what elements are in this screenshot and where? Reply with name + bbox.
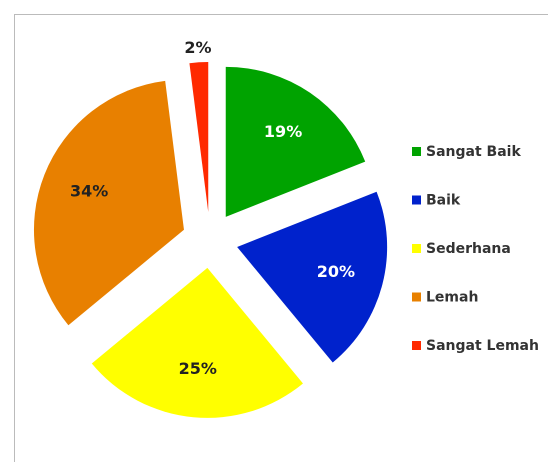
data-label: 20% [317, 262, 355, 281]
data-label: 19% [264, 122, 302, 141]
legend-label: Baik [426, 193, 461, 209]
data-label: 25% [179, 359, 217, 378]
data-label: 34% [70, 182, 108, 201]
pie-slice [225, 66, 366, 217]
pie-slice [189, 62, 209, 213]
legend-label: Lemah [426, 290, 478, 306]
pie-slice [33, 80, 184, 326]
legend-label: Sangat Baik [426, 144, 521, 160]
legend-label: Sangat Lemah [426, 338, 539, 354]
pie-slice [237, 191, 388, 363]
legend-swatch [412, 195, 421, 205]
legend-swatch [412, 244, 421, 253]
chart-frame [14, 14, 548, 462]
legend-swatch [412, 341, 421, 350]
legend-swatch [412, 147, 421, 156]
legend-label: Sederhana [426, 241, 511, 257]
pie-slice [91, 267, 303, 418]
legend-swatch [412, 292, 421, 302]
data-label: 2% [184, 38, 211, 57]
